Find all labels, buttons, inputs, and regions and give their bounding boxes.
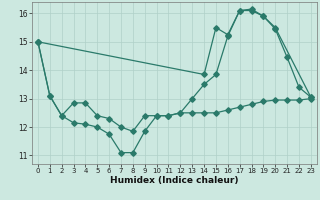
X-axis label: Humidex (Indice chaleur): Humidex (Indice chaleur) bbox=[110, 176, 239, 185]
